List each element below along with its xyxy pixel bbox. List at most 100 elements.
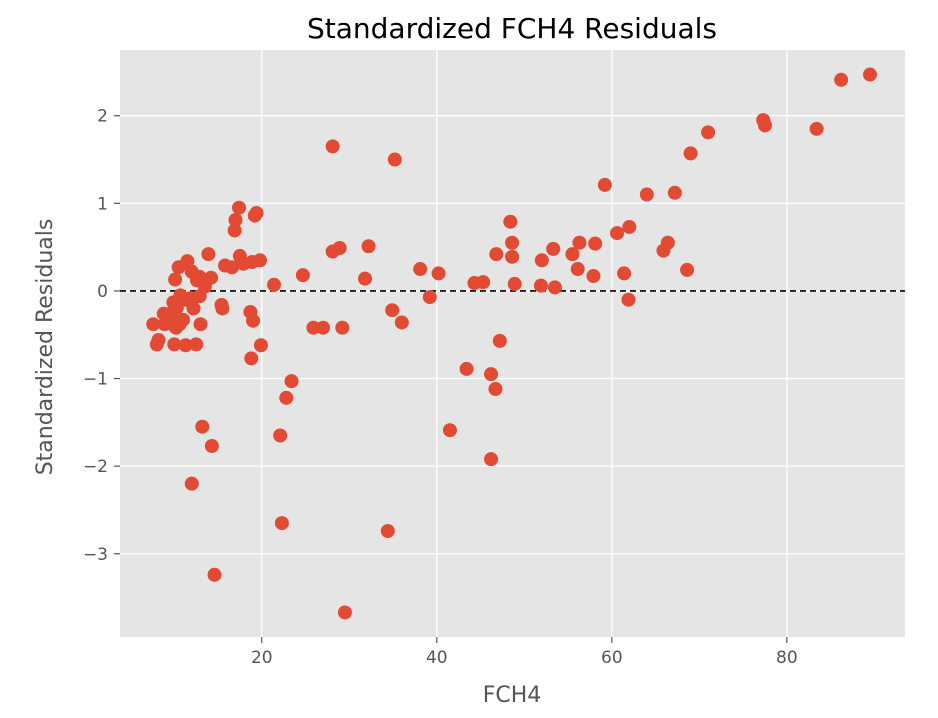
data-point <box>227 223 242 238</box>
data-point <box>246 313 261 328</box>
data-point <box>316 320 331 335</box>
data-point <box>306 320 321 335</box>
data-point <box>204 439 219 454</box>
data-point <box>413 262 428 277</box>
data-point <box>232 200 247 215</box>
data-point <box>488 382 503 397</box>
data-point <box>225 260 240 275</box>
x-tick-label: 20 <box>251 648 273 668</box>
data-point <box>442 423 457 438</box>
data-point <box>207 567 222 582</box>
data-point <box>809 121 824 136</box>
data-point <box>168 272 183 287</box>
data-point <box>273 428 288 443</box>
y-tick-label: −1 <box>83 370 108 390</box>
data-point <box>195 419 210 434</box>
x-axis-label: FCH4 <box>483 683 542 708</box>
data-point <box>422 290 437 305</box>
data-point <box>193 317 208 332</box>
data-point <box>201 247 216 262</box>
y-tick-label: 1 <box>97 194 108 214</box>
data-point <box>507 276 522 291</box>
data-point <box>617 266 632 281</box>
data-point <box>701 125 716 140</box>
data-point <box>146 317 161 332</box>
chart-title: Standardized FCH4 Residuals <box>307 12 717 45</box>
data-point <box>167 337 182 352</box>
data-point <box>834 72 849 87</box>
y-tick-label: −3 <box>83 545 108 565</box>
data-point <box>204 270 219 285</box>
data-point <box>505 249 520 264</box>
data-point <box>680 262 695 277</box>
x-tick-label: 60 <box>601 648 623 668</box>
data-point <box>253 253 268 268</box>
data-point <box>862 67 877 82</box>
data-point <box>459 361 474 376</box>
data-point <box>279 390 294 405</box>
data-point <box>295 268 310 283</box>
data-point <box>586 269 601 284</box>
data-point <box>565 247 580 262</box>
data-point <box>570 262 585 277</box>
x-tick-label: 40 <box>426 648 448 668</box>
data-point <box>186 301 201 316</box>
data-point <box>335 320 350 335</box>
y-tick-label: 0 <box>97 282 108 302</box>
y-tick-label: −2 <box>83 457 108 477</box>
data-point <box>184 476 199 491</box>
data-point <box>284 374 299 389</box>
data-point <box>151 332 166 347</box>
y-axis-label: Standardized Residuals <box>33 219 58 476</box>
data-point <box>505 235 520 250</box>
data-point <box>476 275 491 290</box>
data-point <box>533 278 548 293</box>
data-point <box>503 214 518 229</box>
data-point <box>325 139 340 154</box>
data-point <box>244 351 259 366</box>
data-point <box>385 303 400 318</box>
data-point <box>660 235 675 250</box>
data-point <box>597 177 612 192</box>
data-point <box>178 338 193 353</box>
data-point <box>176 312 191 327</box>
data-point <box>253 338 268 353</box>
data-point <box>667 185 682 200</box>
data-point <box>572 235 587 250</box>
data-point <box>358 271 373 286</box>
data-point <box>639 187 654 202</box>
data-point <box>332 241 347 256</box>
data-point <box>534 253 549 268</box>
data-point <box>228 212 243 227</box>
data-point <box>249 205 264 220</box>
data-point <box>547 280 562 295</box>
data-point <box>683 146 698 161</box>
data-point <box>484 452 499 467</box>
data-point <box>394 315 409 330</box>
data-point <box>546 241 561 256</box>
data-point <box>380 523 395 538</box>
data-point <box>588 236 603 251</box>
data-point <box>489 247 504 262</box>
data-point <box>267 277 282 292</box>
data-point <box>189 337 204 352</box>
data-points <box>146 67 877 620</box>
axis-ticks: 20 40 60 80 −3 −2 −1 0 1 2 <box>83 107 798 668</box>
data-point <box>215 301 230 316</box>
data-point <box>492 333 507 348</box>
data-point <box>361 239 376 254</box>
data-point <box>180 254 195 269</box>
data-point <box>621 292 636 307</box>
y-tick-label: 2 <box>97 107 108 127</box>
data-point <box>757 118 772 133</box>
x-tick-label: 80 <box>776 648 798 668</box>
data-point <box>431 266 446 281</box>
data-point <box>610 226 625 241</box>
data-point <box>274 516 289 531</box>
data-point <box>622 219 637 234</box>
data-point <box>387 152 402 167</box>
data-point <box>337 605 352 620</box>
plot-background <box>120 50 905 637</box>
data-point <box>484 367 499 382</box>
